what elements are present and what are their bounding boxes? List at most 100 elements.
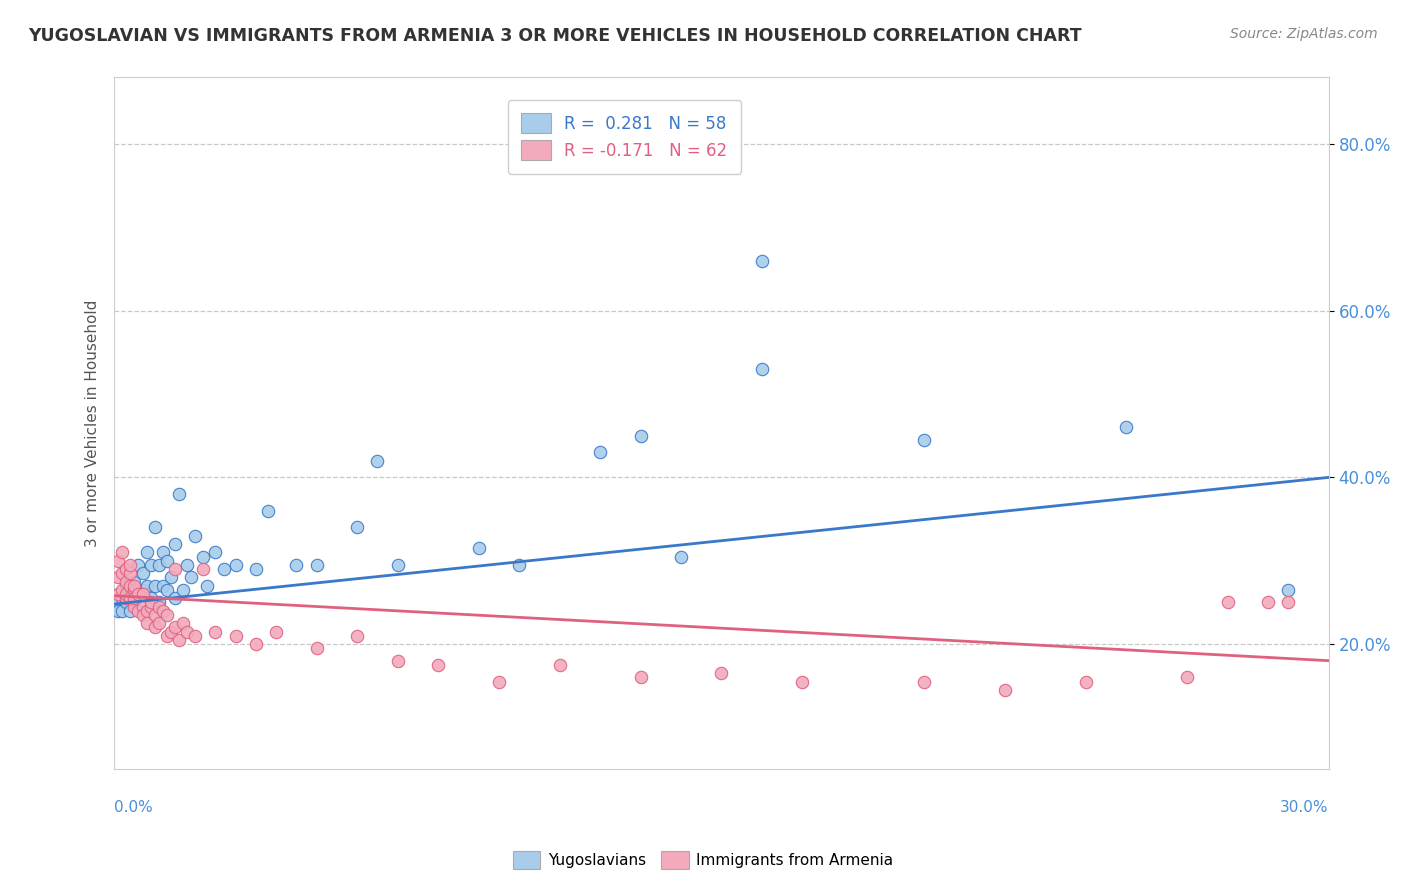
- Point: [127, 587, 149, 601]
- Point: [163, 537, 186, 551]
- Point: [107, 587, 129, 601]
- Point: [135, 616, 157, 631]
- Point: [1115, 420, 1137, 434]
- Point: [176, 624, 198, 639]
- Point: [107, 554, 129, 568]
- Point: [152, 545, 174, 559]
- Point: [630, 428, 652, 442]
- Point: [245, 637, 267, 651]
- Point: [139, 558, 162, 572]
- Point: [589, 445, 612, 459]
- Point: [751, 253, 773, 268]
- Point: [143, 520, 166, 534]
- Point: [264, 624, 287, 639]
- Point: [167, 487, 190, 501]
- Point: [156, 554, 179, 568]
- Point: [139, 595, 162, 609]
- Point: [120, 591, 142, 606]
- Point: [120, 582, 142, 597]
- Point: [111, 566, 134, 581]
- Point: [143, 579, 166, 593]
- Point: [131, 587, 153, 601]
- Point: [630, 670, 652, 684]
- Point: [257, 504, 280, 518]
- Point: [120, 579, 142, 593]
- Point: [156, 607, 179, 622]
- Point: [751, 362, 773, 376]
- Point: [548, 657, 571, 672]
- Point: [139, 591, 162, 606]
- Point: [467, 541, 489, 556]
- Point: [488, 674, 510, 689]
- Point: [124, 574, 146, 589]
- Point: [107, 570, 129, 584]
- Point: [212, 562, 235, 576]
- Point: [204, 545, 226, 559]
- Point: [111, 545, 134, 559]
- Point: [225, 629, 247, 643]
- Point: [285, 558, 308, 572]
- Point: [508, 558, 530, 572]
- Point: [305, 641, 328, 656]
- Point: [1216, 595, 1239, 609]
- Point: [131, 582, 153, 597]
- Text: 30.0%: 30.0%: [1281, 799, 1329, 814]
- Text: Source: ZipAtlas.com: Source: ZipAtlas.com: [1230, 27, 1378, 41]
- Point: [135, 545, 157, 559]
- Point: [111, 591, 134, 606]
- Point: [115, 562, 138, 576]
- Point: [115, 587, 138, 601]
- Point: [204, 624, 226, 639]
- Point: [131, 599, 153, 614]
- Point: [195, 579, 218, 593]
- Point: [131, 566, 153, 581]
- Point: [163, 562, 186, 576]
- Point: [120, 591, 142, 606]
- Point: [124, 582, 146, 597]
- Point: [994, 682, 1017, 697]
- Point: [152, 579, 174, 593]
- Point: [387, 654, 409, 668]
- Point: [176, 558, 198, 572]
- Point: [1175, 670, 1198, 684]
- Point: [127, 558, 149, 572]
- Point: [124, 599, 146, 614]
- Point: [167, 632, 190, 647]
- Point: [387, 558, 409, 572]
- Point: [143, 607, 166, 622]
- Point: [115, 591, 138, 606]
- Point: [143, 620, 166, 634]
- Point: [912, 674, 935, 689]
- Point: [163, 620, 186, 634]
- Point: [148, 599, 170, 614]
- Point: [111, 582, 134, 597]
- Point: [156, 582, 179, 597]
- Point: [131, 607, 153, 622]
- Point: [135, 604, 157, 618]
- Legend: Yugoslavians, Immigrants from Armenia: Yugoslavians, Immigrants from Armenia: [506, 845, 900, 875]
- Point: [124, 595, 146, 609]
- Point: [1277, 595, 1299, 609]
- Point: [107, 595, 129, 609]
- Point: [135, 579, 157, 593]
- Point: [111, 604, 134, 618]
- Point: [127, 604, 149, 618]
- Point: [1277, 582, 1299, 597]
- Point: [172, 582, 194, 597]
- Point: [115, 587, 138, 601]
- Point: [115, 579, 138, 593]
- Point: [160, 570, 183, 584]
- Point: [160, 624, 183, 639]
- Point: [346, 520, 368, 534]
- Point: [124, 579, 146, 593]
- Point: [245, 562, 267, 576]
- Point: [172, 616, 194, 631]
- Point: [115, 574, 138, 589]
- Point: [792, 674, 814, 689]
- Text: YUGOSLAVIAN VS IMMIGRANTS FROM ARMENIA 3 OR MORE VEHICLES IN HOUSEHOLD CORRELATI: YUGOSLAVIAN VS IMMIGRANTS FROM ARMENIA 3…: [28, 27, 1081, 45]
- Y-axis label: 3 or more Vehicles in Household: 3 or more Vehicles in Household: [86, 300, 100, 547]
- Text: 0.0%: 0.0%: [114, 799, 153, 814]
- Point: [669, 549, 692, 564]
- Point: [346, 629, 368, 643]
- Point: [124, 591, 146, 606]
